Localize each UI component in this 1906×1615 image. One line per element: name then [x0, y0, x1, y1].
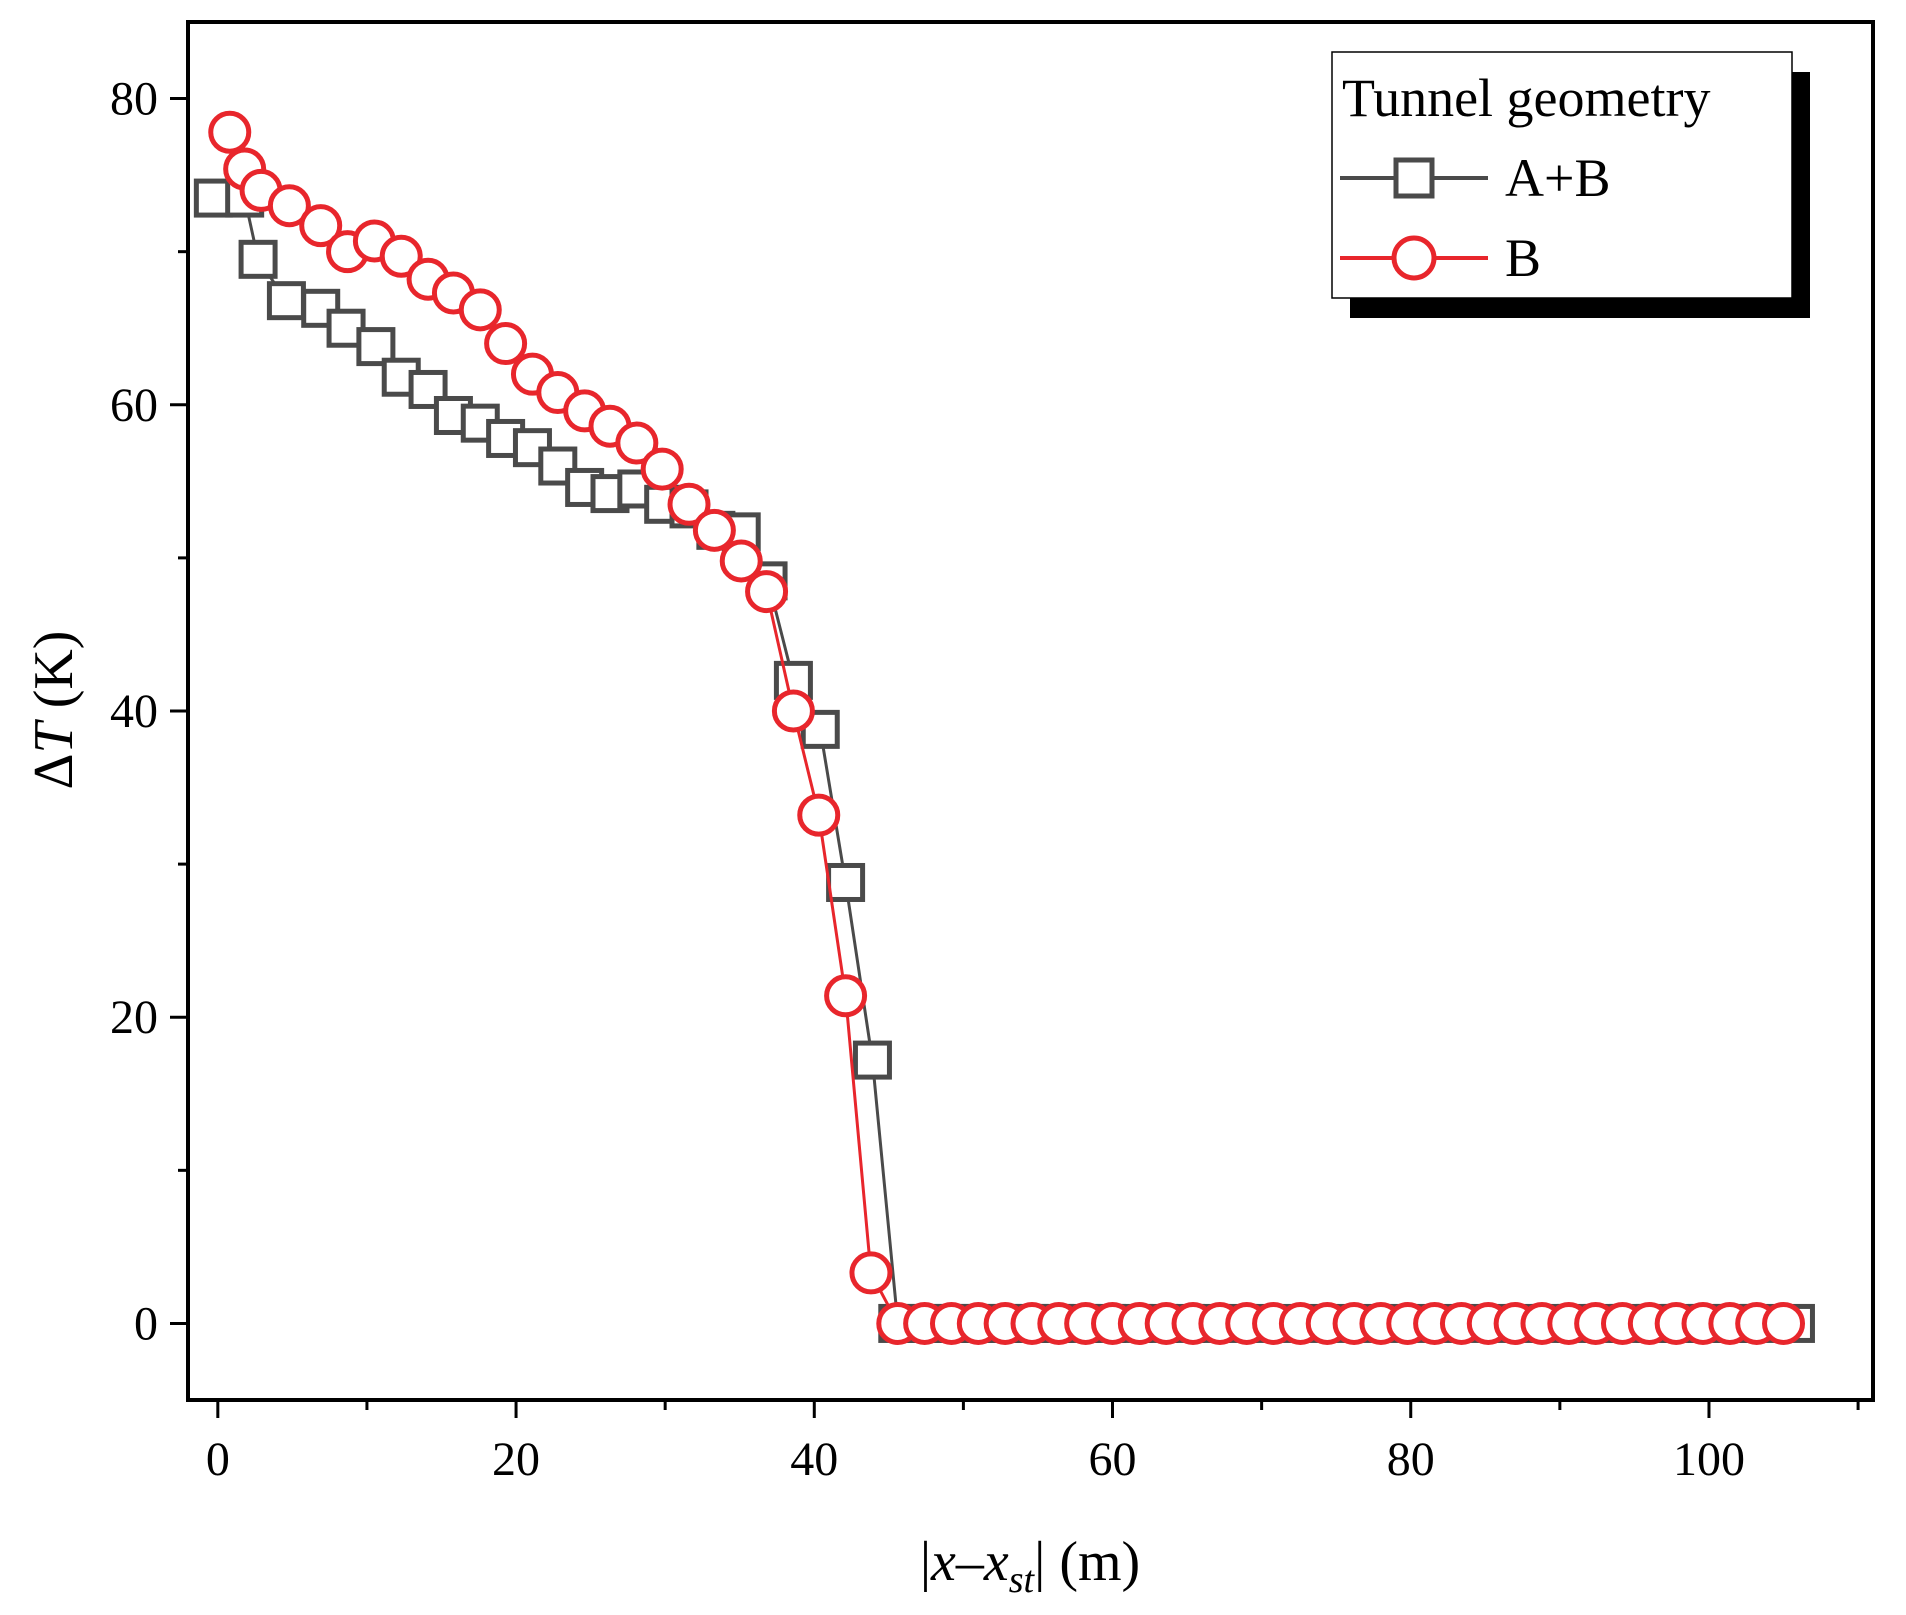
- data-point-circle: [667, 482, 711, 526]
- data-point-circle: [379, 234, 423, 278]
- data-point-circle: [824, 974, 868, 1018]
- data-point-circle: [745, 570, 789, 614]
- y-tick-label: 40: [110, 685, 158, 738]
- x-axis-title-x2: x: [983, 1531, 1009, 1593]
- legend-label-a-b: A+B: [1505, 148, 1610, 208]
- x-tick-label: 40: [790, 1433, 838, 1486]
- data-point-square: [826, 862, 866, 902]
- x-axis-title: |x–xst| (m): [920, 1531, 1140, 1601]
- data-point-circle: [849, 1251, 893, 1295]
- series-a-b: [193, 178, 1815, 1343]
- y-axis-title-delta: Δ: [23, 753, 85, 789]
- y-axis-title-unit: (K): [23, 631, 85, 723]
- data-point-square: [266, 281, 306, 321]
- x-tick-label: 0: [206, 1433, 230, 1486]
- axis-ticks: 0 20 40 60 80 100 0 20 40 60 80: [110, 73, 1860, 1486]
- x-tick-label: 80: [1387, 1433, 1435, 1486]
- data-point-square: [852, 1040, 892, 1080]
- data-point-circle: [484, 322, 528, 366]
- data-point-square: [356, 327, 396, 367]
- y-tick-label: 80: [110, 73, 158, 126]
- data-point-square: [408, 369, 448, 409]
- x-axis-title-bar-left: |: [920, 1531, 931, 1593]
- series-layer: [193, 110, 1815, 1345]
- legend: Tunnel geometry A+B B: [1331, 51, 1810, 318]
- x-tick-label: 60: [1089, 1433, 1137, 1486]
- legend-marker-square: [1393, 157, 1435, 199]
- y-tick-label: 20: [110, 991, 158, 1044]
- data-point-circle: [692, 508, 736, 552]
- data-point-circle: [797, 793, 841, 837]
- data-point-circle: [615, 421, 659, 465]
- y-tick-label: 60: [110, 379, 158, 432]
- series-b: [208, 110, 1806, 1345]
- legend-label-b: B: [1505, 228, 1541, 288]
- data-point-circle: [1762, 1301, 1806, 1345]
- x-axis-title-unit: (m): [1045, 1531, 1140, 1593]
- x-axis-title-bar-right: |: [1034, 1531, 1045, 1593]
- data-point-circle: [640, 447, 684, 491]
- x-tick-label: 100: [1673, 1433, 1745, 1486]
- data-point-circle: [299, 204, 343, 248]
- data-point-circle: [458, 288, 502, 332]
- data-point-square: [538, 446, 578, 486]
- data-point-square: [238, 239, 278, 279]
- y-tick-label: 0: [134, 1297, 158, 1350]
- x-axis-title-sub: st: [1009, 1559, 1036, 1601]
- data-point-circle: [208, 110, 252, 154]
- legend-title: Tunnel geometry: [1342, 68, 1710, 128]
- data-point-circle: [719, 539, 763, 583]
- series-line: [213, 196, 1796, 1325]
- data-point-circle: [771, 689, 815, 733]
- y-axis-title-var: T: [23, 718, 85, 753]
- y-axis-title: ΔT (K): [23, 631, 85, 790]
- legend-marker-circle: [1391, 235, 1437, 281]
- data-point-circle: [267, 184, 311, 228]
- x-axis-title-dash: –: [955, 1531, 985, 1593]
- x-axis-title-x: x: [930, 1531, 956, 1593]
- x-tick-label: 20: [492, 1433, 540, 1486]
